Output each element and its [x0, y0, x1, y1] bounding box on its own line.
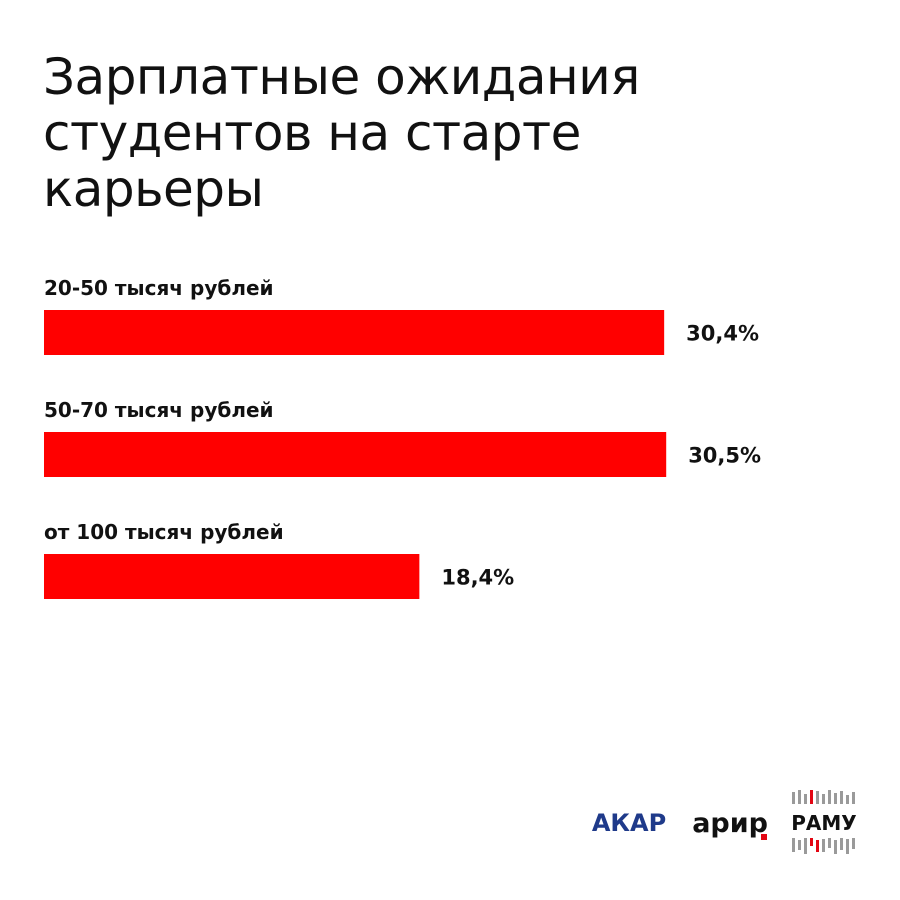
title-line-1: Зарплатные ожидания	[43, 48, 640, 106]
ramu-logo: РАМУ	[791, 790, 857, 854]
arir-logo-text: арир	[692, 807, 768, 839]
category-label: от 100 тысяч рублей	[44, 520, 284, 544]
bar-chart: 20-50 тысяч рублей 30,4% 50-70 тысяч рубле…	[44, 276, 761, 599]
bar	[44, 554, 420, 599]
chart-title: Зарплатные ожидания студентов на старте …	[43, 49, 863, 217]
title-line-3: карьеры	[43, 160, 264, 218]
partner-logos: АКАР арир РАМУ	[592, 788, 858, 858]
bar	[44, 432, 667, 477]
category-label: 50-70 тысяч рублей	[44, 398, 274, 422]
title-line-2: студентов на старте	[43, 104, 581, 162]
value-label: 18,4%	[441, 566, 514, 590]
akar-logo: АКАР	[591, 809, 667, 837]
bar	[44, 310, 665, 355]
value-label: 30,5%	[688, 444, 761, 468]
arir-logo: арир	[692, 807, 768, 840]
arir-logo-dot	[761, 833, 767, 840]
category-label: 20-50 тысяч рублей	[44, 276, 274, 300]
ramu-logo-text: РАМУ	[791, 811, 856, 835]
value-label: 30,4%	[686, 322, 759, 346]
